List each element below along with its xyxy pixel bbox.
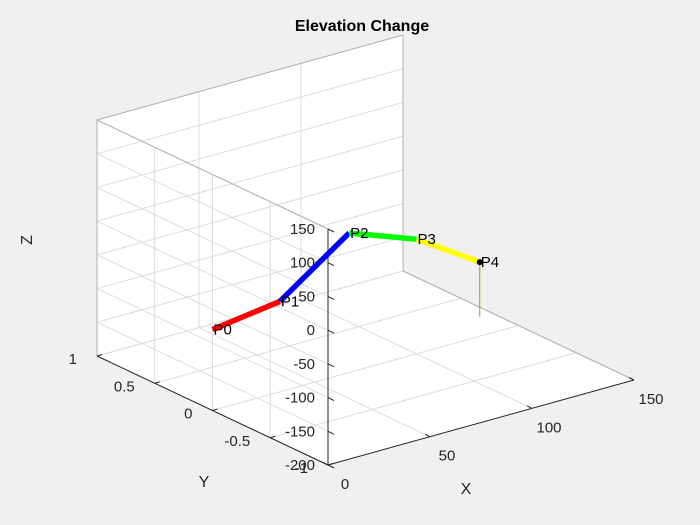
point-label: P0 [214,322,232,339]
x-tick-mark [526,405,533,409]
y-tick-label: 0.5 [114,378,135,395]
z-tick-label: 0 [307,322,315,339]
grid-line [96,254,329,365]
grid-line [96,236,404,323]
z-tick-mark [327,397,335,402]
path-series [211,230,483,333]
grid-line [96,220,329,331]
z-tick-label: -50 [293,356,315,373]
grid-line [212,325,519,411]
grid-line [96,153,329,264]
y-tick-label: -0.5 [224,433,250,450]
z-tick-label: 100 [290,255,315,272]
x-tick-mark [628,377,635,381]
point-labels: P0 P1 P2 P3 P4 [214,225,500,339]
x-axis-line [327,379,635,466]
x-tick-label: 0 [341,476,349,493]
y-tick-label: 1 [69,351,77,368]
z-tick-mark [327,430,335,435]
z-tick-mark [327,464,335,469]
x-tick-mark [424,433,431,438]
z-axis-label: Z [19,235,36,245]
grid-line [96,288,329,399]
path-segment [348,230,417,242]
x-tick-label: 100 [536,419,561,436]
z-tick-mark [327,228,335,233]
y-tick-mark [212,408,218,411]
path-segment [415,236,481,265]
y-tick-label: 0 [184,406,192,423]
z-tick-label: 150 [290,221,315,238]
x-tick-label: 150 [638,391,663,408]
point-label: P2 [350,225,368,242]
point-label: P3 [418,231,436,248]
grid-line [96,68,404,155]
y-tick-mark [154,381,160,384]
z-tick-mark [327,363,335,368]
grid-line [270,352,577,439]
z-tick-mark [327,262,335,267]
y-tick-mark [270,435,276,439]
path-segment [277,230,352,304]
x-axis-label: X [461,481,472,498]
z-tick-label: -100 [285,390,315,407]
x-tick-mark [322,462,329,466]
y-tick-mark [96,354,103,357]
box-edge [96,34,404,121]
grid-line [96,101,404,188]
grid-line [154,297,461,384]
y-axis-label: Y [199,474,210,491]
box-edge [96,119,329,230]
x-tick-label: 50 [439,448,456,465]
z-tick-label: 50 [298,288,315,305]
grid-line [96,321,329,432]
z-tick-mark [327,295,335,300]
path-segment [211,298,281,333]
grid-line [96,203,404,290]
tick-labels: 0 50 100 150 -1 -0.5 0 0.5 1 -200 -150 -100 -50 0 50 10… [69,221,664,493]
axes-box [96,34,635,466]
z-tick-label: -200 [285,457,315,474]
point-label: P1 [281,293,299,310]
grid-line [96,169,404,256]
point-label: P4 [481,254,499,271]
chart-title: Elevation Change [295,18,429,35]
z-tick-mark [327,329,335,334]
grid-line [96,135,404,222]
box-edge [402,270,635,381]
z-tick-label: -150 [285,423,315,440]
y-tick-label: -1 [295,460,308,477]
p4-marker [476,259,483,266]
grid-line [96,186,329,297]
y-tick-mark [327,463,334,466]
